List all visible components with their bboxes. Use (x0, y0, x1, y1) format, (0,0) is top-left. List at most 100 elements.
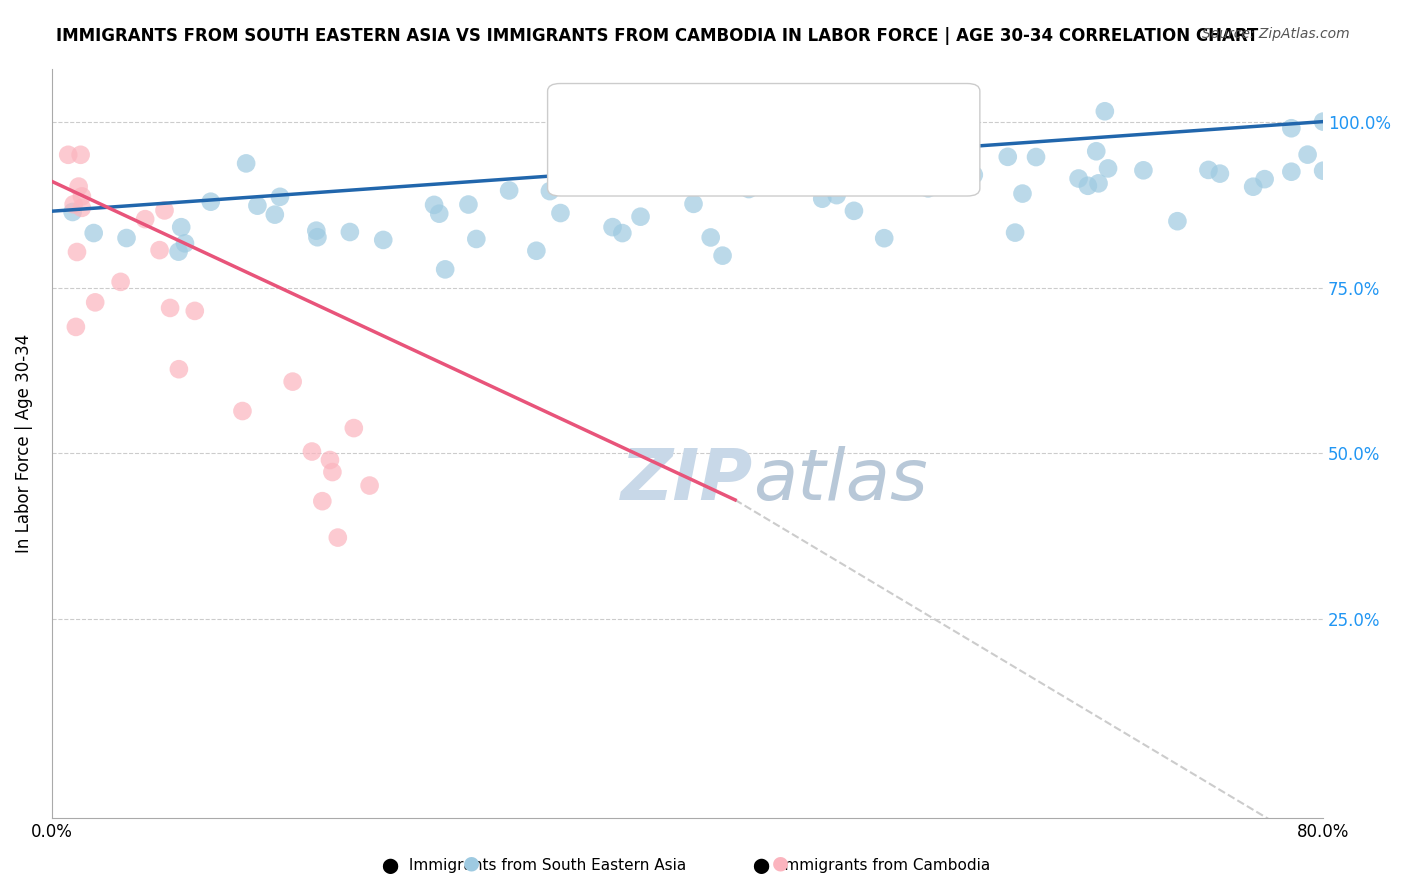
Point (148, 243, 170, 257)
Point (1312, 163, 1334, 178)
Point (281, 375, 304, 389)
Point (457, 197, 479, 211)
Point (62, 205, 84, 219)
Point (359, 478, 381, 492)
Point (711, 249, 734, 263)
Text: Source: ZipAtlas.com: Source: ZipAtlas.com (1202, 27, 1350, 41)
Point (69, 148, 91, 162)
Point (1097, 161, 1119, 176)
Point (235, 156, 257, 170)
Point (963, 168, 986, 182)
Point (70, 189, 93, 203)
Point (319, 453, 342, 467)
Point (70, 201, 93, 215)
Point (83, 226, 105, 240)
Point (167, 244, 190, 259)
Point (1011, 186, 1033, 201)
Point (58, 148, 80, 162)
Text: ZIP: ZIP (621, 447, 754, 516)
Y-axis label: In Labor Force | Age 30-34: In Labor Force | Age 30-34 (15, 334, 32, 553)
Point (1025, 150, 1047, 164)
Point (1087, 177, 1109, 191)
Point (682, 197, 704, 211)
Point (62, 197, 84, 211)
Point (305, 224, 328, 238)
Point (115, 231, 138, 245)
Point (524, 244, 547, 258)
Point (1067, 171, 1090, 186)
Point (301, 444, 323, 458)
Point (700, 146, 723, 161)
Legend: R =  0.408   N =  71, R = -0.432   N =  25: R = 0.408 N = 71, R = -0.432 N = 25 (644, 100, 883, 168)
Text: ●: ● (772, 854, 789, 872)
Point (339, 225, 361, 239)
Point (842, 203, 865, 218)
Text: ⬤  Immigrants from Cambodia: ⬤ Immigrants from Cambodia (754, 858, 990, 874)
Text: IMMIGRANTS FROM SOUTH EASTERN ASIA VS IMMIGRANTS FROM CAMBODIA IN LABOR FORCE | : IMMIGRANTS FROM SOUTH EASTERN ASIA VS IM… (56, 27, 1258, 45)
Point (630, 210, 652, 224)
Point (1077, 178, 1099, 193)
Point (602, 220, 624, 235)
Text: atlas: atlas (752, 447, 928, 516)
Point (825, 188, 848, 202)
Point (343, 421, 366, 435)
Point (1253, 172, 1275, 186)
Point (1094, 104, 1116, 119)
Point (66, 245, 89, 260)
Point (1209, 167, 1232, 181)
Point (326, 531, 349, 545)
Point (873, 231, 896, 245)
Point (110, 275, 132, 289)
Point (269, 190, 291, 204)
Point (538, 184, 561, 198)
Point (1241, 179, 1264, 194)
FancyBboxPatch shape (547, 84, 980, 196)
Point (498, 184, 520, 198)
Point (263, 208, 285, 222)
Point (65, 319, 87, 334)
Point (465, 232, 488, 246)
Text: ⬤  Immigrants from South Eastern Asia: ⬤ Immigrants from South Eastern Asia (382, 858, 686, 874)
Point (200, 194, 222, 209)
Point (1312, 114, 1334, 128)
Text: ●: ● (463, 854, 479, 872)
Point (1296, 147, 1319, 161)
Point (903, 163, 925, 178)
Point (167, 362, 190, 376)
Point (1132, 163, 1154, 178)
Point (427, 207, 450, 221)
Point (246, 199, 269, 213)
Point (1004, 226, 1026, 240)
Point (321, 465, 343, 479)
Point (434, 262, 457, 277)
Point (811, 192, 834, 206)
Point (170, 220, 193, 235)
Point (84, 295, 107, 310)
Point (699, 230, 721, 244)
Point (1166, 214, 1188, 228)
Point (612, 226, 634, 240)
Point (184, 304, 207, 318)
Point (852, 120, 875, 134)
Point (1279, 165, 1302, 179)
Point (423, 198, 446, 212)
Point (738, 182, 761, 196)
Point (744, 171, 766, 186)
Point (311, 494, 333, 508)
Point (159, 301, 181, 315)
Point (953, 151, 976, 165)
Point (231, 404, 253, 418)
Point (917, 181, 939, 195)
Point (1197, 162, 1219, 177)
Point (1279, 121, 1302, 136)
Point (373, 233, 395, 247)
Point (1085, 145, 1108, 159)
Point (832, 132, 855, 146)
Point (134, 212, 156, 227)
Point (997, 150, 1019, 164)
Point (67, 179, 90, 194)
Point (550, 206, 572, 220)
Point (174, 236, 197, 251)
Point (307, 230, 329, 244)
Point (153, 203, 176, 218)
